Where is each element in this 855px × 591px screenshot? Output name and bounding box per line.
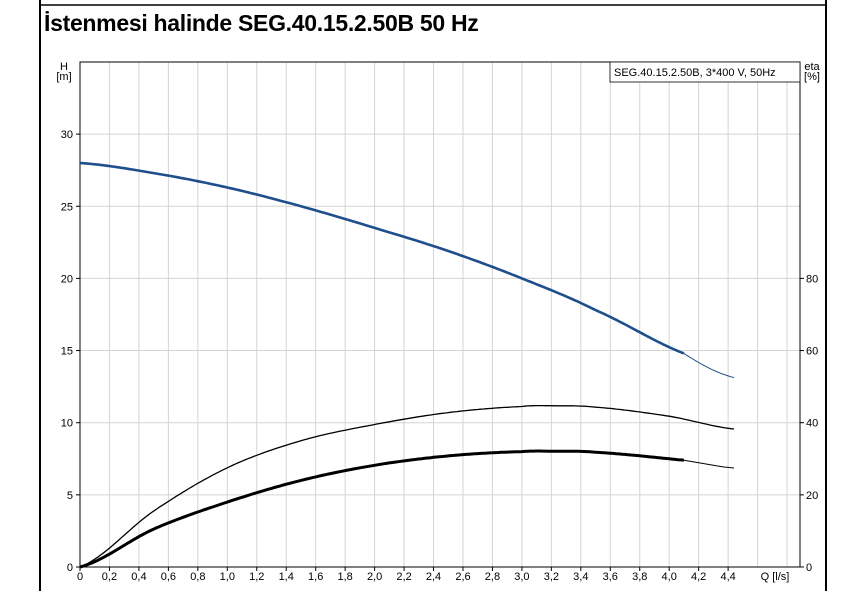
- x-tick-label: 3,2: [544, 571, 559, 583]
- x-tick-label: 1,2: [249, 571, 264, 583]
- y-axis-label-left: H: [60, 61, 68, 73]
- x-tick-label: 4,4: [720, 571, 735, 583]
- y-tick-label-left: 30: [61, 129, 73, 141]
- x-tick-label: 2,6: [455, 571, 470, 583]
- x-tick-label: 1,6: [308, 571, 323, 583]
- y-axis-label-right: [%]: [804, 71, 820, 83]
- y-tick-label-right: 60: [806, 346, 818, 358]
- x-tick-label: 2,8: [485, 571, 500, 583]
- series-1-curve: [79, 404, 735, 568]
- legend-box: [609, 61, 801, 83]
- series-2-curve-thin: [683, 459, 735, 469]
- y-tick-label-right: 0: [806, 562, 812, 574]
- x-tick-label: 3,0: [514, 571, 529, 583]
- y-tick-label-right: 20: [806, 490, 818, 502]
- y-axis-label-left: [m]: [56, 71, 71, 83]
- x-tick-label: 0,2: [102, 571, 117, 583]
- legend-text: SEG.40.15.2.50B, 3*400 V, 50Hz: [614, 67, 776, 79]
- y-tick-label-left: 15: [61, 346, 73, 358]
- x-tick-label: 0: [77, 571, 83, 583]
- y-tick-label-left: 10: [61, 418, 73, 430]
- y-tick-label-left: 0: [67, 562, 73, 574]
- x-tick-label: 2,4: [426, 571, 441, 583]
- x-tick-label: 0,4: [131, 571, 146, 583]
- x-tick-label: 1,0: [220, 571, 235, 583]
- y-tick-label-right: 80: [806, 273, 818, 285]
- x-tick-label: 4,0: [662, 571, 677, 583]
- y-tick-label-left: 20: [61, 273, 73, 285]
- x-tick-label: 0,8: [190, 571, 205, 583]
- x-tick-label: 1,4: [279, 571, 294, 583]
- x-tick-label: 0,6: [161, 571, 176, 583]
- y-tick-label-left: 5: [67, 490, 73, 502]
- y-tick-label-left: 25: [61, 201, 73, 213]
- x-tick-label: 3,4: [573, 571, 588, 583]
- x-tick-label: 2,0: [367, 571, 382, 583]
- series-2-curve-thick: [79, 449, 685, 569]
- page-title: İstenmesi halinde SEG.40.15.2.50B 50 Hz: [44, 10, 479, 36]
- series-0-curve-thick: [79, 161, 685, 355]
- x-tick-label: 3,8: [632, 571, 647, 583]
- x-tick-label: 4,2: [691, 571, 706, 583]
- plot-area: [79, 61, 801, 568]
- y-tick-label-right: 40: [806, 418, 818, 430]
- x-tick-label: 1,8: [337, 571, 352, 583]
- x-tick-label: 3,6: [603, 571, 618, 583]
- series-0-curve-thin: [683, 352, 735, 379]
- x-axis-label: Q [l/s]: [761, 571, 790, 583]
- x-tick-label: 2,2: [396, 571, 411, 583]
- y-axis-label-right: eta: [804, 61, 820, 73]
